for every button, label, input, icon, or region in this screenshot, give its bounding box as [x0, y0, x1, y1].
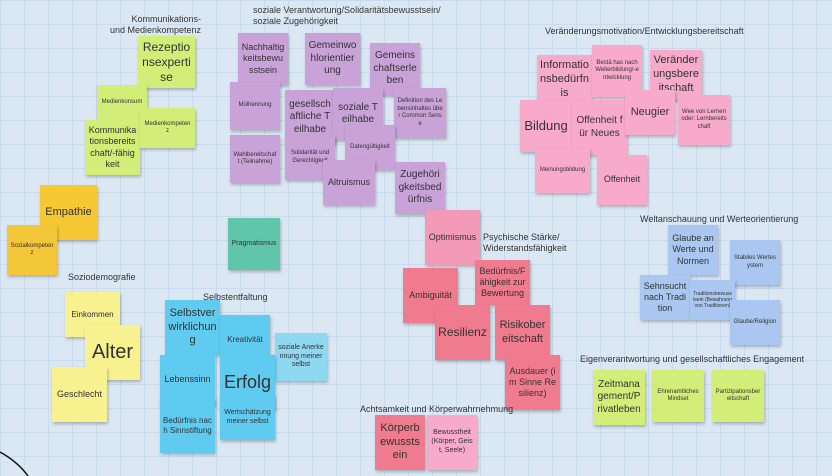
sticky-note: Glaube/Religion [730, 300, 780, 345]
sticky-note: Müllrennung [230, 82, 280, 130]
sticky-note: Gemeinschaftserleben [370, 43, 420, 95]
sticky-note: Bewusstheit (Körper, Geist, Seele) [427, 415, 477, 470]
sticky-note: Medienkompetenz [140, 108, 195, 148]
sticky-note: Bestä has nach Weiterbildung/-entwicklun… [592, 45, 642, 97]
cluster-label: Veränderungsmotivation/Entwicklungsberei… [545, 26, 744, 36]
cluster-label: Eigenverantwortung und gesellschaftliche… [580, 354, 805, 364]
sticky-note: Geschlecht [52, 367, 107, 422]
cluster-label: Achtsamkeit und Körperwahrnehmung [360, 404, 514, 414]
sticky-note: Kommunikationsbereitschaft/-fähigkeit [85, 120, 140, 175]
sticky-note: Sehnsucht nach Tradition [640, 275, 690, 320]
sticky-note: Altruismus [323, 160, 375, 205]
sticky-note: Wahlbereitschaft (Teilnahme) [230, 135, 280, 183]
sticky-note: Bedürfnis/Fähigkeit zur Bewertung [475, 260, 530, 305]
sticky-note: Pragmatismus [228, 218, 280, 270]
sticky-note: Nachhaltigkeitsbewusstsein [238, 33, 288, 85]
cluster-label: Soziodemografie [68, 272, 136, 282]
sticky-note: Alter [85, 325, 140, 380]
sticky-note: Optimismus [425, 210, 480, 265]
sticky-note: Offenheit [597, 155, 647, 205]
cluster-label: Weltanschauung und Werteorientierung [640, 214, 799, 224]
sticky-note: Ehrenamtliches Mindset [652, 370, 704, 422]
sticky-note: Veränderungsbereitschaft [650, 50, 702, 100]
sticky-note: Bedürfnis nach Sinnstiftung [160, 398, 215, 453]
sticky-note: Offenheit für Neues [572, 100, 627, 155]
sticky-note: Medienkonsum [97, 85, 147, 120]
sticky-note: soziale Anerkennung meiner selbst [275, 333, 327, 381]
sticky-note: Bildung [520, 100, 572, 152]
sticky-note: Gemeinwohlorientierung [305, 33, 360, 85]
sticky-note: Zeitmanagement/Privatleben [593, 370, 645, 425]
cluster-label: soziale Verantwortung/Solidaritätsbewuss… [253, 5, 441, 27]
sticky-note: Neugier [625, 90, 675, 135]
cluster-label: Kommunikations- und Medienkompetenz [110, 14, 202, 36]
sticky-note: Wee von Lernen oder: Lernbereitschaft [678, 95, 730, 145]
sticky-note: Glaube an Werte und Normen [668, 225, 718, 275]
sticky-note: Informationsbedürfnis [537, 55, 592, 105]
cluster-label: Selbstentfaltung [203, 292, 268, 302]
sticky-note: Zugehörigkeitsbedürfnis [395, 162, 445, 214]
sticky-note: Traditionsbewusstsein (Bewahrung von Tra… [690, 280, 735, 320]
sticky-note: Lebenssinn [160, 355, 215, 405]
sticky-note: Sozialkompetenz [7, 225, 57, 275]
sticky-note: Ausdauer (im Sinne Resilienz) [505, 355, 560, 410]
sticky-note: Stabiles Wertesystem [730, 240, 780, 285]
sticky-note: soziale Teilhabe [333, 88, 383, 140]
sticky-note: Rezeptionsexpertise [138, 36, 195, 88]
sticky-note: Meinungsbildung [535, 148, 590, 193]
cluster-label: Psychische Stärke/ Widerstandsfähigkeit [483, 232, 567, 254]
sticky-note: Körperbewusstsein [375, 415, 425, 470]
sticky-note: Selbstverwirklichung [165, 300, 220, 355]
sticky-note: Partizipationsbereitschaft [712, 370, 764, 422]
sticky-note: Wertschätzung meiner selbst [220, 395, 275, 440]
sticky-note: Risikobereitschaft [495, 305, 550, 360]
sticky-note: Resilienz [435, 305, 490, 360]
sticky-note: Definition des Lebensinhaltes über Commo… [394, 88, 446, 138]
